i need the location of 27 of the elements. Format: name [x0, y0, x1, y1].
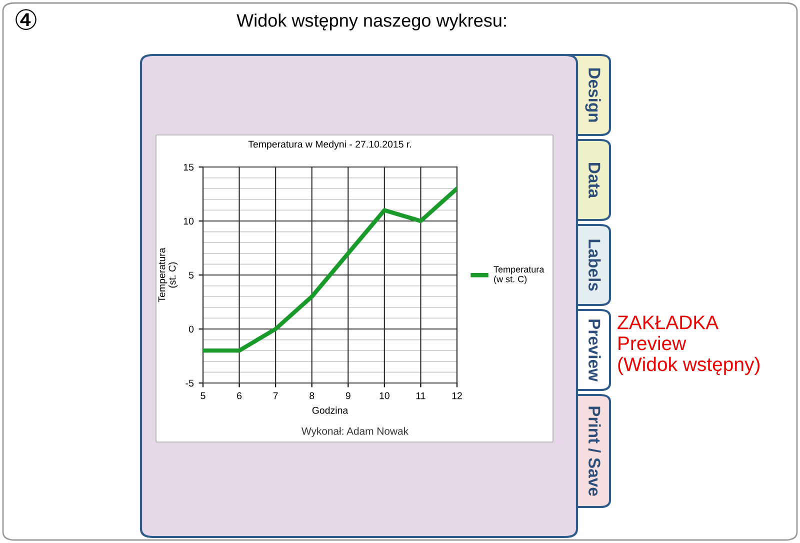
text: Wykonał: Adam Nowak [302, 427, 409, 437]
x-tick-label: 5 [200, 392, 206, 400]
y-tick-label: 5 [188, 272, 194, 279]
text: Design [585, 68, 601, 122]
legend-label: Temperatura (w st. C) [494, 266, 544, 284]
x-tick-label: 11 [416, 392, 426, 400]
chart-title: Temperatura w Medyni - 27.10.2015 r. [248, 140, 411, 150]
text: Labels [588, 240, 601, 291]
line-series [203, 186, 457, 353]
text: ④ [16, 9, 36, 30]
x-tick-label: 10 [380, 392, 390, 400]
y-tick-label: 10 [184, 218, 194, 225]
y-axis-title: Temperatura (st. C) [158, 248, 178, 302]
text: Preview [588, 320, 601, 382]
x-tick-label: 7 [273, 392, 278, 400]
x-tick-label: 12 [452, 392, 462, 400]
text: Print / Save [588, 406, 601, 496]
text: Data [588, 163, 600, 198]
y-tick-label: 15 [184, 164, 194, 171]
x-tick-label: 9 [346, 392, 350, 400]
y-tick-label: -5 [186, 380, 194, 387]
text: ZAKŁADKA Preview (Widok wstępny) [618, 316, 760, 376]
y-tick-label: 0 [188, 326, 194, 333]
x-tick-label: 8 [310, 392, 314, 400]
text: Widok wstępny naszego wykresu: [236, 14, 506, 30]
x-axis-title: Godzina [312, 406, 348, 414]
x-tick-label: 6 [237, 392, 242, 400]
